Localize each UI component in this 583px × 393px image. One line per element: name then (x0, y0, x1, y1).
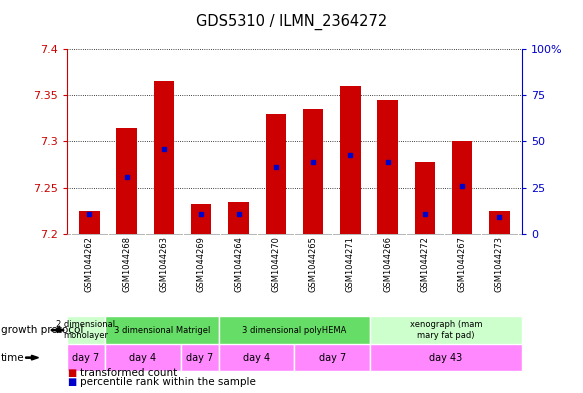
Bar (181, 344, 219, 371)
Bar (67, 316, 105, 344)
Text: percentile rank within the sample: percentile rank within the sample (80, 377, 256, 387)
Text: growth protocol: growth protocol (1, 325, 83, 335)
Text: GSM1044270: GSM1044270 (271, 236, 280, 292)
Text: ■: ■ (67, 377, 76, 387)
Text: day 7: day 7 (72, 353, 100, 363)
Text: GSM1044273: GSM1044273 (495, 236, 504, 292)
Bar (191, 204, 212, 234)
Bar (229, 202, 249, 234)
Bar (370, 344, 522, 371)
Text: GSM1044262: GSM1044262 (85, 236, 94, 292)
Text: 3 dimensional Matrigel: 3 dimensional Matrigel (114, 326, 210, 334)
Text: GDS5310 / ILMN_2364272: GDS5310 / ILMN_2364272 (196, 14, 387, 30)
Text: GSM1044269: GSM1044269 (196, 236, 206, 292)
Bar (67, 344, 105, 371)
Text: time: time (1, 353, 25, 363)
Bar (154, 81, 174, 234)
Bar (105, 344, 181, 371)
Bar (340, 86, 360, 234)
Bar (377, 100, 398, 234)
Text: GSM1044264: GSM1044264 (234, 236, 243, 292)
Text: day 4: day 4 (129, 353, 156, 363)
Bar (370, 316, 522, 344)
Text: day 7: day 7 (186, 353, 213, 363)
Text: xenograph (mam
mary fat pad): xenograph (mam mary fat pad) (410, 320, 482, 340)
Bar (219, 316, 370, 344)
Text: GSM1044266: GSM1044266 (383, 236, 392, 292)
Bar (294, 344, 370, 371)
Bar (105, 316, 219, 344)
Bar (219, 344, 294, 371)
Bar (265, 114, 286, 234)
Text: day 4: day 4 (243, 353, 270, 363)
Text: ■: ■ (67, 368, 76, 378)
Bar (117, 128, 137, 234)
Text: GSM1044268: GSM1044268 (122, 236, 131, 292)
Text: GSM1044271: GSM1044271 (346, 236, 355, 292)
Bar (452, 141, 472, 234)
Bar (415, 162, 435, 234)
Bar (79, 211, 100, 234)
Text: GSM1044263: GSM1044263 (160, 236, 168, 292)
Text: GSM1044272: GSM1044272 (420, 236, 429, 292)
Text: day 7: day 7 (319, 353, 346, 363)
Text: GSM1044265: GSM1044265 (308, 236, 318, 292)
Bar (489, 211, 510, 234)
Text: transformed count: transformed count (80, 368, 177, 378)
Text: 3 dimensional polyHEMA: 3 dimensional polyHEMA (242, 326, 347, 334)
Bar (303, 109, 324, 234)
Text: 2 dimensional
monolayer: 2 dimensional monolayer (57, 320, 115, 340)
Text: day 43: day 43 (429, 353, 463, 363)
Text: GSM1044267: GSM1044267 (458, 236, 466, 292)
